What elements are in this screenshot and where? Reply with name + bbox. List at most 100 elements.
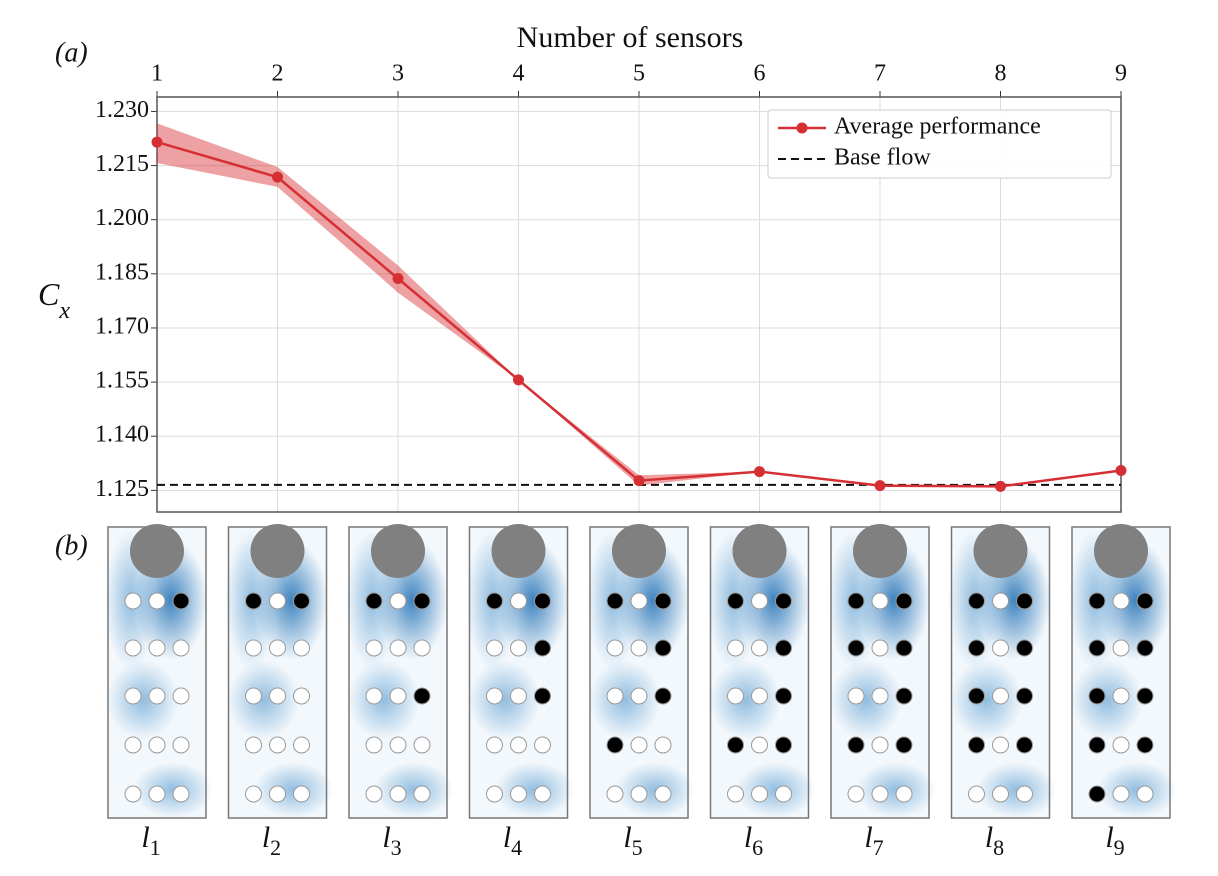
sensor xyxy=(124,736,142,754)
sensor xyxy=(124,592,142,610)
cylinder xyxy=(1094,524,1148,578)
sensor xyxy=(751,592,768,610)
sensor xyxy=(510,736,527,754)
y-tick-label: 1.215 xyxy=(95,151,149,177)
legend-label: Base flow xyxy=(834,145,931,171)
layout-label: l9 xyxy=(1105,821,1124,860)
sensor xyxy=(1016,785,1033,803)
layout-label: l4 xyxy=(503,821,522,860)
sensor xyxy=(992,687,1009,705)
cylinder xyxy=(130,524,184,578)
sensor xyxy=(1088,785,1106,803)
sensor xyxy=(293,785,310,803)
sensor xyxy=(245,687,262,705)
sensor xyxy=(172,736,190,754)
sensor xyxy=(847,592,865,610)
flow-field xyxy=(348,660,420,740)
layout-label-sub: 9 xyxy=(1114,835,1125,860)
sensor xyxy=(148,785,166,803)
layout-label-main: l xyxy=(744,821,752,854)
layout-label-main: l xyxy=(623,821,631,854)
sensor xyxy=(486,736,503,754)
layout-label-main: l xyxy=(141,821,149,854)
sensor xyxy=(148,687,166,705)
sensor xyxy=(389,687,407,705)
point xyxy=(874,480,886,492)
sensor xyxy=(534,785,551,803)
sensor xyxy=(1088,592,1106,610)
sensor xyxy=(992,785,1009,803)
sensor-layout xyxy=(828,524,936,819)
sensor xyxy=(871,736,889,754)
sensor xyxy=(293,639,310,657)
sensor xyxy=(606,687,624,705)
sensor xyxy=(751,736,768,754)
sensor xyxy=(727,785,744,803)
sensor xyxy=(630,785,648,803)
layout-label: l8 xyxy=(985,821,1004,860)
sensor xyxy=(992,736,1009,754)
sensor-layout xyxy=(1069,524,1177,819)
x-tick-label: 5 xyxy=(633,61,645,87)
sensor xyxy=(365,785,383,803)
x-tick-label: 9 xyxy=(1115,61,1127,87)
layout-label: l6 xyxy=(744,821,763,860)
layout-label-main: l xyxy=(382,821,390,854)
sensor xyxy=(486,687,503,705)
flow-field xyxy=(494,762,575,818)
sensor xyxy=(124,687,142,705)
sensor xyxy=(245,639,262,657)
flow-field xyxy=(856,762,936,818)
sensor xyxy=(365,592,383,610)
x-tick-label: 6 xyxy=(754,61,766,87)
point xyxy=(754,466,765,478)
sensor xyxy=(269,736,286,754)
sensor xyxy=(1088,736,1106,754)
sensor xyxy=(389,592,407,610)
sensor xyxy=(510,785,527,803)
sensor xyxy=(1136,639,1154,657)
sensor xyxy=(389,785,407,803)
sensor xyxy=(1136,785,1154,803)
layout-label: l3 xyxy=(382,821,401,860)
sensor xyxy=(751,639,768,657)
sensor xyxy=(895,785,913,803)
point xyxy=(272,171,283,183)
layout-label-sub: 5 xyxy=(632,835,643,860)
sensor xyxy=(245,592,262,610)
layout-label-sub: 6 xyxy=(752,835,763,860)
sensor-layout xyxy=(105,524,213,819)
layout-label-main: l xyxy=(503,821,511,854)
layout-label-sub: 3 xyxy=(391,835,402,860)
cylinder xyxy=(853,524,907,578)
sensor xyxy=(148,592,166,610)
y-tick-label: 1.140 xyxy=(95,422,149,448)
sensor xyxy=(389,639,407,657)
sensor xyxy=(871,687,889,705)
y-tick-label: 1.230 xyxy=(95,97,149,123)
sensor xyxy=(727,639,744,657)
legend-swatch xyxy=(796,122,808,134)
point xyxy=(513,374,524,386)
flow-field xyxy=(735,762,816,818)
sensor xyxy=(534,687,551,705)
sensor xyxy=(992,639,1009,657)
sensor xyxy=(847,785,865,803)
point xyxy=(995,480,1006,492)
sensor xyxy=(847,639,865,657)
layout-label-sub: 2 xyxy=(270,835,281,860)
x-tick-label: 3 xyxy=(392,61,404,87)
sensor xyxy=(1112,785,1130,803)
x-axis-title: Number of sensors xyxy=(517,21,744,54)
sensor xyxy=(510,687,527,705)
sensor xyxy=(172,785,190,803)
point xyxy=(392,273,404,285)
flow-field xyxy=(374,762,454,818)
sensor xyxy=(968,592,985,610)
sensor xyxy=(895,736,913,754)
sensor xyxy=(1136,687,1154,705)
legend-box xyxy=(767,109,1112,179)
sensor xyxy=(654,687,672,705)
sensor xyxy=(413,785,431,803)
